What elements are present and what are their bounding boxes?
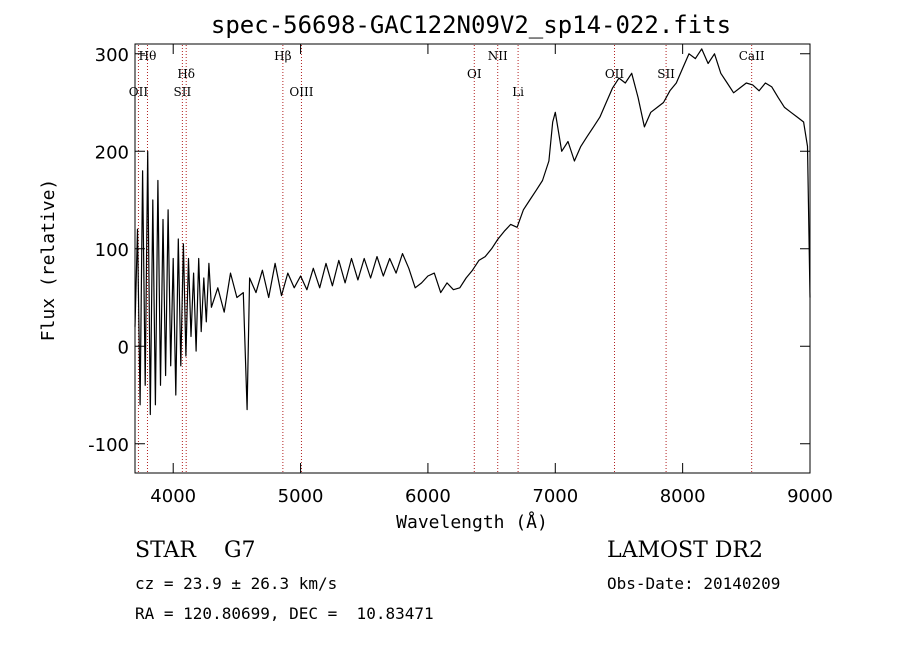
y-tick-label: 0 (118, 337, 129, 358)
x-axis-label: Wavelength (Å) (396, 511, 548, 533)
spectral-line-markers: Hθ OII Hδ SII Hβ OIII OI NII Li OII SII CaII (129, 45, 765, 472)
object-class: STAR G7 (135, 538, 256, 563)
spectral-line-label: CaII (739, 49, 765, 63)
spectral-line-label: Hθ (139, 49, 157, 63)
survey-name: LAMOST DR2 (607, 538, 763, 563)
x-tick-label: 4000 (150, 486, 196, 507)
y-axis-label: Flux (relative) (38, 179, 59, 342)
y-tick-label: -100 (88, 435, 129, 456)
x-tick-label: 8000 (660, 486, 706, 507)
coordinates: RA = 120.80699, DEC = 10.83471 (135, 604, 434, 623)
observation-date: Obs-Date: 20140209 (607, 574, 781, 593)
axis-ticks: 4000 5000 6000 7000 8000 9000 -100 0 100 200 300 (88, 44, 833, 507)
redshift-velocity: cz = 23.9 ± 26.3 km/s (135, 574, 338, 593)
spectral-line-label: SII (174, 85, 192, 99)
spectrum-line (134, 48, 811, 416)
plot-frame (134, 43, 811, 474)
spectral-line-label: NII (488, 49, 508, 63)
y-tick-label: 300 (95, 45, 129, 66)
spectral-line-label: OII (605, 67, 625, 81)
spectral-line-label: Li (512, 85, 524, 99)
spectral-line-label: Hδ (177, 67, 195, 81)
spectrum-chart: spec-56698-GAC122N09V2_sp14-022.fits Hθ O… (38, 11, 833, 533)
x-tick-label: 9000 (787, 486, 833, 507)
x-tick-label: 6000 (405, 486, 451, 507)
spectral-line-label: OIII (289, 85, 313, 99)
x-tick-label: 5000 (278, 486, 324, 507)
spectral-line-label: Hβ (274, 49, 291, 63)
spectral-line-label: OI (467, 67, 482, 81)
y-tick-label: 200 (95, 142, 129, 163)
y-tick-label: 100 (95, 240, 129, 261)
spectral-line-label: SII (657, 67, 675, 81)
chart-title: spec-56698-GAC122N09V2_sp14-022.fits (211, 11, 731, 39)
x-tick-label: 7000 (532, 486, 578, 507)
spectral-line-label: OII (129, 85, 149, 99)
spectrum-series (134, 48, 811, 416)
